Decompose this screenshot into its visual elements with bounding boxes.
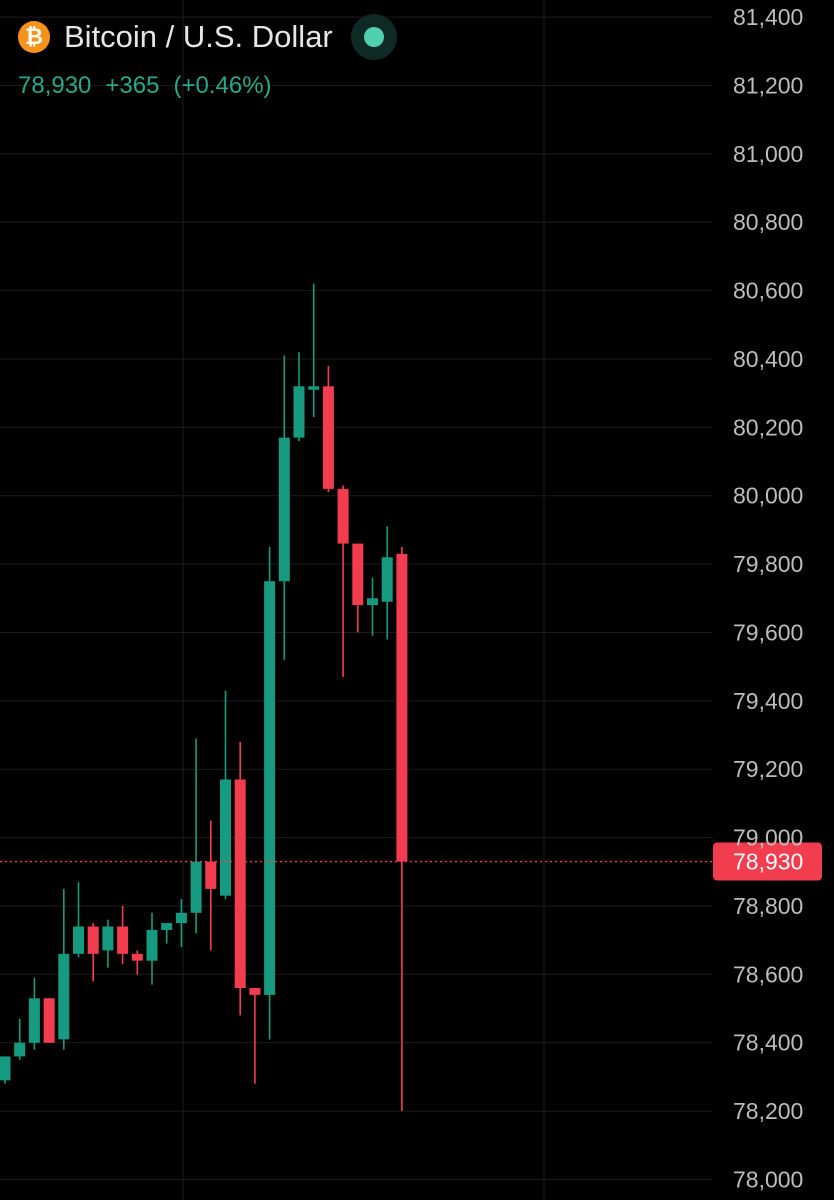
- y-tick-label: 79,400: [733, 688, 803, 714]
- candle-body: [117, 926, 129, 954]
- candle-body: [337, 488, 349, 544]
- candle-body: [175, 912, 187, 924]
- candle-body: [234, 779, 246, 989]
- candle-body: [161, 923, 173, 930]
- candle-body: [293, 386, 305, 438]
- y-tick-label: 78,200: [733, 1098, 803, 1124]
- y-tick-label: 79,200: [733, 756, 803, 782]
- candle-body: [131, 953, 143, 961]
- y-tick-label: 80,400: [733, 346, 803, 372]
- y-tick-label: 81,000: [733, 141, 803, 167]
- current-price-label: 78,930: [733, 849, 803, 875]
- y-tick-label: 80,000: [733, 483, 803, 509]
- candle-body: [264, 581, 276, 995]
- candle-body: [14, 1042, 26, 1057]
- candle-body: [102, 926, 114, 951]
- quote-row: 78,930 +365 (+0.46%): [18, 72, 397, 100]
- y-tick-label: 78,000: [733, 1166, 803, 1192]
- y-tick-label: 80,600: [733, 278, 803, 304]
- candle-body: [322, 386, 334, 489]
- candle-body: [190, 861, 202, 913]
- candle-body: [396, 553, 408, 862]
- candle-body: [146, 929, 158, 961]
- symbol-header: ₿ Bitcoin / U.S. Dollar 78,930 +365 (+0.…: [18, 14, 397, 100]
- candle-body: [220, 779, 231, 896]
- y-tick-label: 79,800: [733, 551, 803, 577]
- candle-body: [87, 926, 99, 954]
- candle-body: [73, 926, 84, 954]
- price-change-percent: (+0.46%): [173, 72, 272, 99]
- candle-body: [381, 557, 393, 602]
- y-tick-label: 80,800: [733, 209, 803, 235]
- y-tick-label: 79,000: [733, 825, 803, 851]
- y-tick-label: 81,200: [733, 72, 803, 98]
- candle-body: [58, 953, 70, 1040]
- candle-body: [352, 543, 364, 606]
- current-price-line-group: 78,930: [0, 842, 822, 881]
- last-price: 78,930: [18, 72, 92, 99]
- candle-body: [0, 1056, 11, 1081]
- live-status-dot-icon: [363, 27, 384, 47]
- price-axis[interactable]: 78,000 78,200 78,400 78,600 78,800 79,000 79,2…: [733, 4, 803, 1192]
- market-status-button[interactable]: [350, 14, 397, 60]
- candle-body: [205, 861, 217, 889]
- candle-body: [367, 598, 378, 606]
- y-tick-label: 81,400: [733, 4, 803, 30]
- y-tick-label: 79,600: [733, 619, 803, 645]
- y-tick-label: 78,800: [733, 893, 803, 919]
- price-change: +365: [105, 72, 160, 99]
- current-price-badge: [713, 842, 822, 881]
- y-tick-label: 78,600: [733, 961, 803, 987]
- candle-body: [278, 437, 290, 582]
- y-tick-label: 78,400: [733, 1030, 803, 1056]
- candle-body: [43, 998, 55, 1043]
- y-tick-label: 80,200: [733, 414, 803, 440]
- candles-group: [0, 283, 408, 1112]
- candle-body: [308, 386, 320, 390]
- bitcoin-icon: ₿: [18, 21, 50, 53]
- candle-body: [28, 998, 40, 1043]
- symbol-title[interactable]: Bitcoin / U.S. Dollar: [64, 19, 333, 54]
- candle-body: [249, 988, 261, 995]
- chart-grid: [0, 0, 712, 1200]
